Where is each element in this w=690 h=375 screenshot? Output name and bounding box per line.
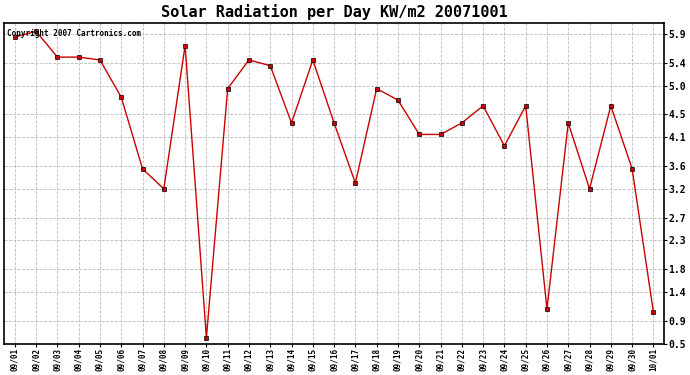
Text: Copyright 2007 Cartronics.com: Copyright 2007 Cartronics.com bbox=[8, 29, 141, 38]
Title: Solar Radiation per Day KW/m2 20071001: Solar Radiation per Day KW/m2 20071001 bbox=[161, 4, 507, 20]
